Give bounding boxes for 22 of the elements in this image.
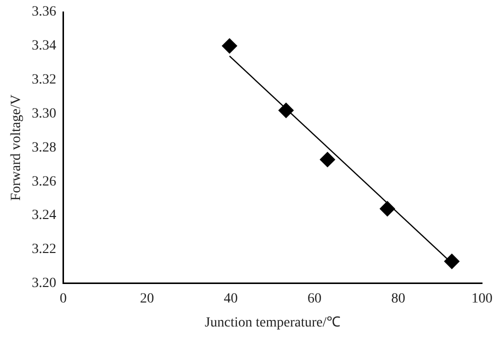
y-axis-title: Forward voltage/V bbox=[9, 94, 24, 201]
y-tick-label: 3.36 bbox=[32, 4, 56, 20]
point bbox=[444, 254, 460, 269]
point bbox=[380, 201, 395, 216]
x-tick-label: 60 bbox=[308, 291, 322, 306]
y-tick-label: 3.20 bbox=[32, 276, 56, 292]
y-tick-label: 3.26 bbox=[32, 174, 56, 190]
y-tick-label: 3.30 bbox=[32, 106, 56, 122]
y-tick-label: 3.34 bbox=[32, 38, 56, 54]
y-tick-label: 3.32 bbox=[32, 72, 56, 88]
x-tick-label: 20 bbox=[140, 291, 154, 306]
x-tick-label: 100 bbox=[472, 291, 492, 306]
point bbox=[320, 152, 336, 168]
x-tick-label: 0 bbox=[60, 291, 67, 306]
x-tick-label: 80 bbox=[391, 291, 406, 306]
x-tick-label: 40 bbox=[224, 291, 238, 306]
y-tick-label: 3.22 bbox=[32, 242, 56, 258]
x-axis-title: Junction temperature/℃ bbox=[204, 315, 340, 330]
y-tick-label: 3.24 bbox=[32, 208, 56, 224]
y-tick-label: 3.28 bbox=[32, 140, 56, 156]
point bbox=[278, 102, 294, 118]
point bbox=[222, 38, 238, 54]
